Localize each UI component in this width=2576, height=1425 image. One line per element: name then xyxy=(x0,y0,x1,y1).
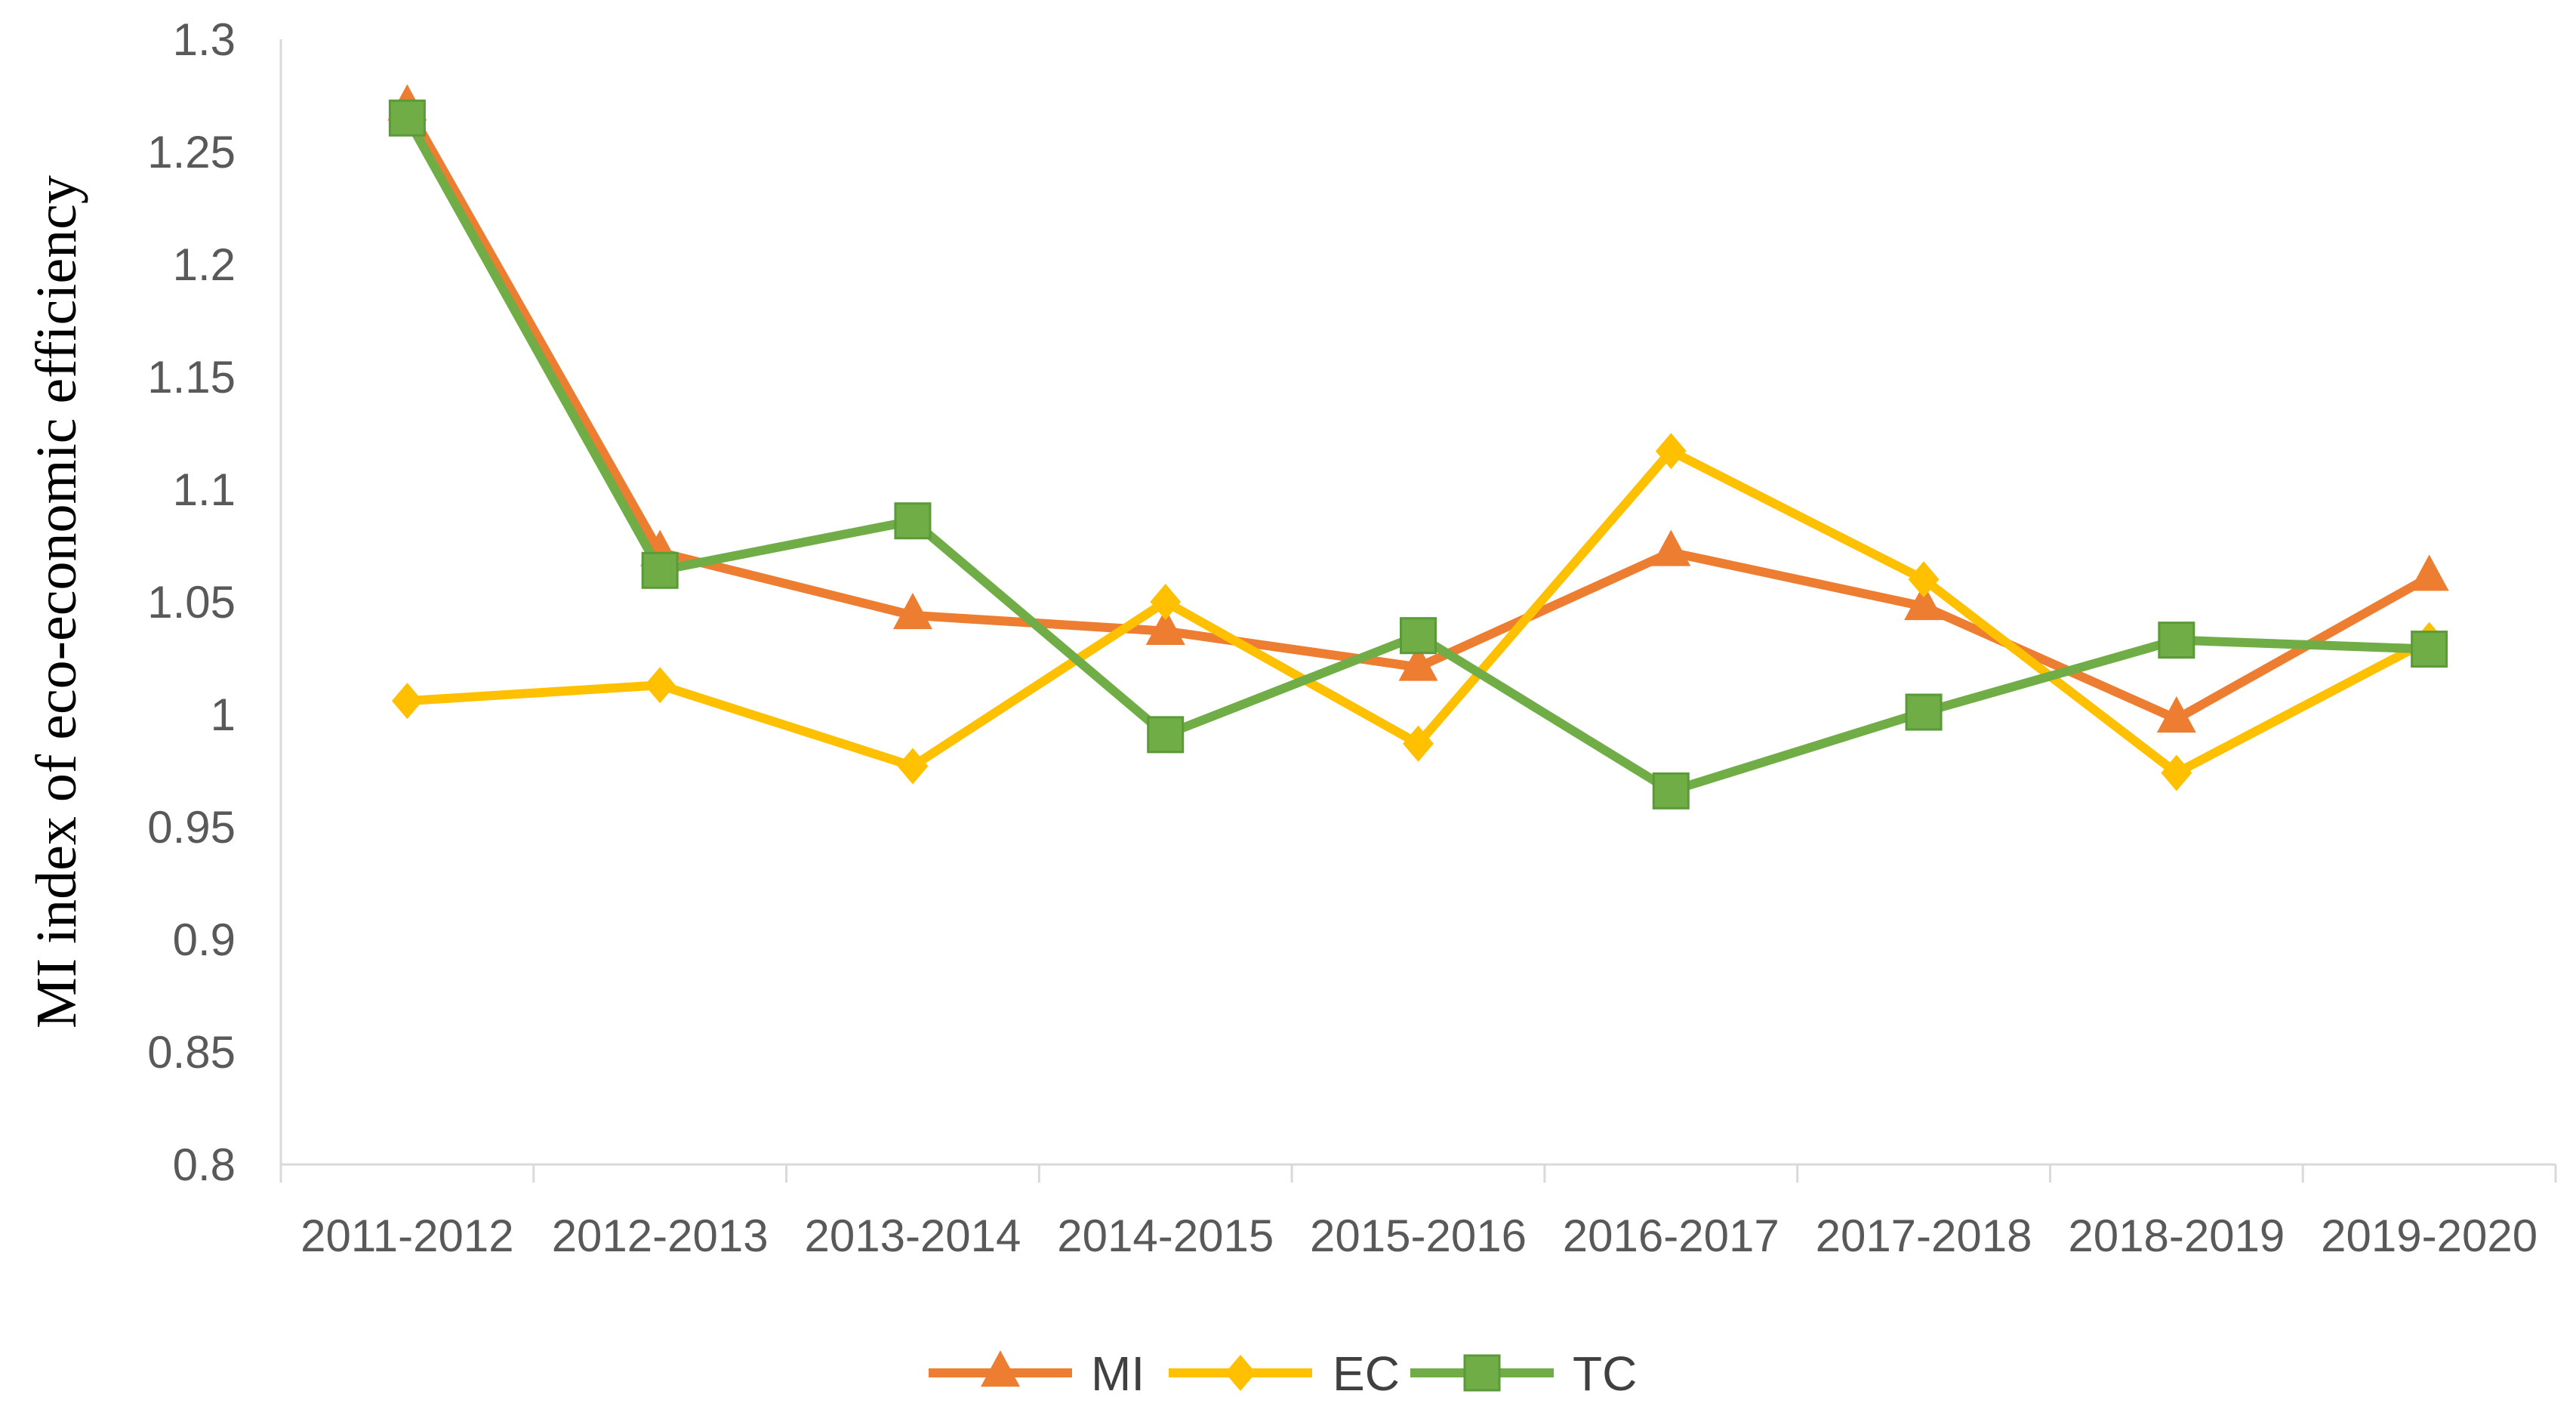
y-tick-label: 0.8 xyxy=(173,1140,236,1190)
y-tick-label: 1.25 xyxy=(147,127,236,177)
legend: MI EC TC xyxy=(929,1346,1637,1401)
data-point-ec xyxy=(644,667,676,704)
plot-series xyxy=(387,84,2449,810)
data-point-mi xyxy=(1145,608,1185,645)
y-axis-ticks: 0.8 0.85 0.9 0.95 1 1.05 1.1 1.15 1.2 1.25 1.3 xyxy=(147,14,236,1190)
data-point-tc xyxy=(1400,617,1437,655)
y-tick-label: 0.85 xyxy=(147,1027,236,1078)
legend-item-tc: TC xyxy=(1410,1346,1637,1401)
legend-marker-diamond xyxy=(1225,1355,1256,1391)
data-point-tc xyxy=(388,99,426,137)
y-tick-label: 0.95 xyxy=(147,802,236,853)
legend-marker-square xyxy=(1463,1354,1501,1392)
series-ec xyxy=(391,433,2445,791)
x-tick-label: 2014-2015 xyxy=(1057,1211,1274,1261)
x-axis-ticks: 2011-2012 2012-2013 2013-2014 2014-2015 2015… xyxy=(279,1164,2557,1261)
y-tick-label: 1.05 xyxy=(147,577,236,628)
data-point-mi xyxy=(2409,554,2449,591)
data-point-ec xyxy=(1908,561,1940,598)
data-point-mi xyxy=(1651,529,1691,566)
y-tick-label: 1.1 xyxy=(173,464,236,515)
data-point-mi xyxy=(1398,644,1438,681)
data-point-tc xyxy=(1147,716,1185,754)
series-tc xyxy=(388,99,2448,810)
data-point-mi xyxy=(892,592,932,630)
x-tick-label: 2016-2017 xyxy=(1563,1211,1779,1261)
x-tick-label: 2012-2013 xyxy=(552,1211,769,1261)
y-tick-label: 1.2 xyxy=(173,239,236,290)
data-point-ec xyxy=(391,683,423,720)
data-point-ec xyxy=(1403,725,1434,762)
legend-label: EC xyxy=(1333,1346,1400,1401)
legend-label: MI xyxy=(1091,1346,1145,1401)
y-tick-label: 1.3 xyxy=(173,14,236,65)
series-line-ec xyxy=(407,446,2432,778)
x-tick-label: 2015-2016 xyxy=(1310,1211,1527,1261)
y-tick-label: 1 xyxy=(211,689,236,740)
data-point-ec xyxy=(897,748,929,785)
x-tick-label: 2017-2018 xyxy=(1816,1211,2032,1261)
x-tick-label: 2018-2019 xyxy=(2068,1211,2285,1261)
data-point-ec xyxy=(1655,433,1687,470)
legend-marker-triangle xyxy=(981,1350,1020,1387)
data-point-ec xyxy=(1150,584,1182,620)
data-point-tc xyxy=(894,502,932,540)
data-point-ec xyxy=(2161,754,2192,791)
y-tick-label: 1.15 xyxy=(147,352,236,403)
data-point-mi xyxy=(2156,696,2196,733)
data-point-tc xyxy=(641,551,679,589)
x-tick-label: 2019-2020 xyxy=(2321,1211,2537,1261)
data-point-mi xyxy=(1904,584,1944,621)
data-point-tc xyxy=(2411,631,2448,668)
data-point-tc xyxy=(1652,772,1690,810)
legend-label: TC xyxy=(1573,1346,1637,1401)
y-axis-title: MI index of eco-economic efficiency xyxy=(25,175,88,1029)
data-point-tc xyxy=(1905,693,1943,731)
legend-item-ec: EC xyxy=(1169,1346,1400,1401)
y-tick-label: 0.9 xyxy=(173,915,236,965)
x-tick-label: 2013-2014 xyxy=(804,1211,1021,1261)
series-line-tc xyxy=(403,116,2430,796)
x-tick-label: 2011-2012 xyxy=(300,1211,513,1261)
data-point-tc xyxy=(2158,622,2195,659)
legend-item-mi: MI xyxy=(929,1346,1145,1401)
